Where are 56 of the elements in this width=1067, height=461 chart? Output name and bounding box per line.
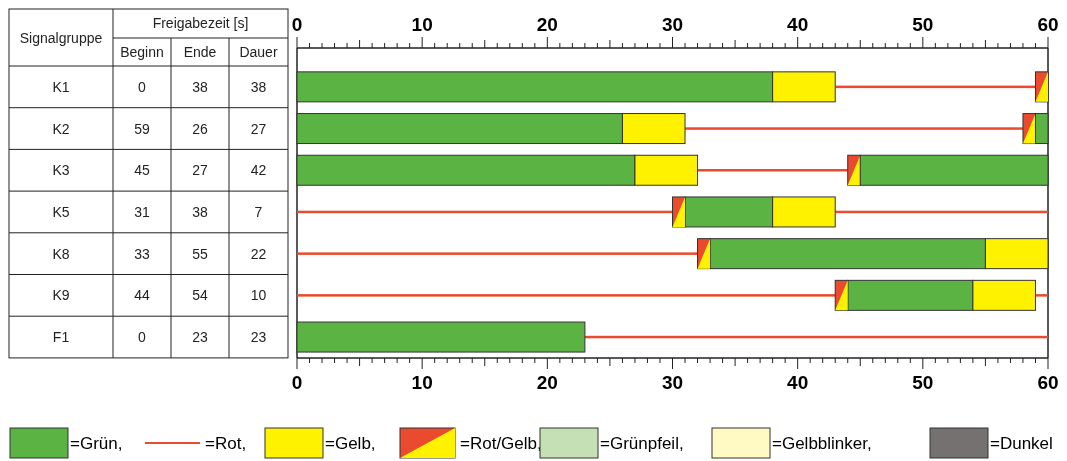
text: 27 bbox=[192, 162, 208, 179]
text: 22 bbox=[250, 245, 267, 262]
text: 23 bbox=[192, 329, 208, 346]
text: K1 bbox=[52, 78, 70, 95]
text: Ende bbox=[183, 44, 217, 60]
text: 42 bbox=[250, 162, 267, 179]
legend-label: =Grünpfeil, bbox=[600, 433, 684, 453]
x-tick-label: 50 bbox=[912, 371, 934, 393]
x2-tick-label: 40 bbox=[787, 13, 809, 35]
x2-tick-label: 0 bbox=[291, 13, 303, 35]
x2-tick-label: 60 bbox=[1037, 13, 1059, 35]
x-tick-label: 60 bbox=[1037, 371, 1059, 393]
text: 55 bbox=[192, 245, 208, 262]
x-tick-label: 30 bbox=[661, 371, 684, 393]
text: 54 bbox=[192, 287, 208, 304]
x-tick-label: 40 bbox=[787, 371, 809, 393]
text: 26 bbox=[192, 120, 208, 137]
legend-label: =Dunkel bbox=[990, 433, 1053, 453]
legend-label: =Grün, bbox=[70, 433, 123, 453]
x-tick-label: 10 bbox=[411, 371, 433, 393]
x2-tick-label: 50 bbox=[912, 13, 934, 35]
text: 38 bbox=[192, 78, 208, 95]
legend-label: =Rot/Gelb, bbox=[460, 433, 542, 453]
x2-tick-label: 20 bbox=[536, 13, 558, 35]
text: 38 bbox=[192, 203, 208, 220]
x-tick-label: 20 bbox=[536, 371, 558, 393]
text: 7 bbox=[254, 203, 263, 220]
text: 27 bbox=[250, 120, 267, 137]
text: F1 bbox=[52, 329, 70, 346]
legend-label: =Rot, bbox=[205, 433, 247, 453]
text: 59 bbox=[134, 120, 150, 137]
bar bbox=[1035, 294, 1048, 297]
text: K3 bbox=[52, 162, 70, 179]
text: Signalgruppe bbox=[19, 30, 103, 46]
text: K8 bbox=[52, 245, 70, 262]
text: 23 bbox=[250, 329, 267, 346]
text: 0 bbox=[138, 329, 147, 346]
x-tick-label: 0 bbox=[291, 371, 303, 393]
text: Freigabezeit [s] bbox=[152, 15, 249, 31]
text: 33 bbox=[134, 245, 150, 262]
text: 0 bbox=[138, 78, 147, 95]
text: Beginn bbox=[120, 44, 164, 60]
x2-tick-label: 10 bbox=[411, 13, 433, 35]
legend-label: =Gelbblinker, bbox=[772, 433, 872, 453]
text: K9 bbox=[52, 287, 70, 304]
text: 45 bbox=[134, 162, 150, 179]
text: 10 bbox=[250, 287, 267, 304]
text: K2 bbox=[52, 120, 70, 137]
text: 44 bbox=[134, 287, 150, 304]
text: 38 bbox=[250, 78, 267, 95]
bar bbox=[296, 321, 586, 353]
x2-tick-label: 30 bbox=[661, 13, 684, 35]
legend-label: =Gelb, bbox=[325, 433, 376, 453]
text: 31 bbox=[134, 203, 150, 220]
text: Dauer bbox=[239, 44, 278, 60]
text: K5 bbox=[52, 203, 70, 220]
